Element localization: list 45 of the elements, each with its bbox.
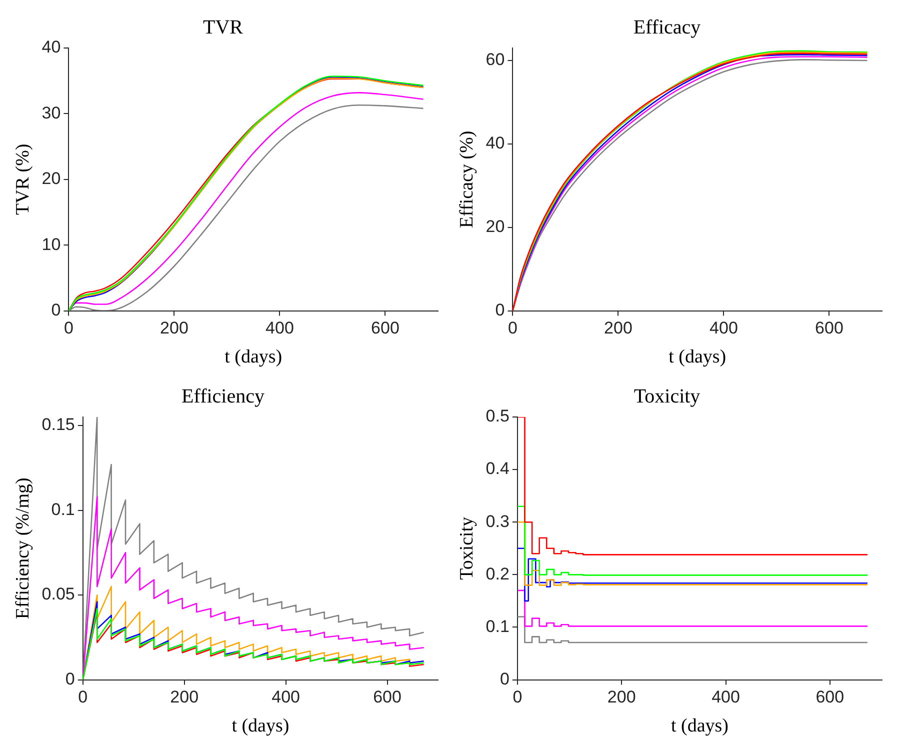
- x-tick-label: 200: [160, 318, 188, 338]
- y-tick-label: 0.2: [486, 564, 510, 584]
- y-tick-label: 0.5: [486, 406, 510, 426]
- x-tick-label: 600: [373, 688, 402, 707]
- y-axis-title: Efficiency (%/mg): [12, 478, 34, 620]
- y-tick-label: 40: [42, 38, 61, 57]
- chart-title: Toxicity: [634, 385, 700, 408]
- y-tick-label: 30: [42, 103, 61, 122]
- chart-title: Efficiency: [182, 385, 264, 408]
- x-tick-label: 400: [712, 688, 740, 707]
- x-tick-label: 200: [170, 688, 199, 707]
- x-tick-label: 400: [710, 318, 738, 338]
- y-tick-label: 0.1: [486, 616, 510, 636]
- y-tick-label: 60: [486, 50, 505, 70]
- chart-title: TVR: [203, 16, 244, 38]
- x-axis-title: t (days): [224, 346, 282, 368]
- y-tick-label: 40: [486, 134, 505, 153]
- x-tick-label: 600: [815, 318, 844, 338]
- y-tick-label: 0: [65, 669, 75, 688]
- y-tick-label: 0: [495, 300, 505, 320]
- y-tick-label: 0: [51, 300, 61, 320]
- x-tick-label: 0: [512, 688, 522, 707]
- y-tick-label: 0: [500, 669, 510, 688]
- x-tick-label: 400: [266, 318, 294, 338]
- y-tick-label: 0.4: [486, 459, 510, 478]
- y-tick-label: 10: [42, 234, 61, 254]
- x-tick-label: 200: [604, 318, 632, 338]
- y-tick-label: 0.15: [42, 415, 75, 434]
- x-tick-label: 600: [816, 688, 844, 707]
- y-tick-label: 20: [42, 169, 61, 188]
- x-tick-label: 200: [607, 688, 636, 707]
- y-tick-label: 0.3: [486, 512, 510, 531]
- x-axis-title: t (days): [232, 716, 290, 737]
- y-axis-title: TVR (%): [12, 144, 34, 216]
- x-axis-title: t (days): [670, 716, 728, 737]
- y-tick-label: 20: [486, 217, 505, 236]
- y-tick-label: 0.1: [51, 500, 75, 519]
- y-axis-title: Toxicity: [456, 516, 478, 580]
- x-axis-title: t (days): [668, 346, 726, 368]
- chart-title: Efficacy: [633, 16, 701, 38]
- x-tick-label: 400: [272, 688, 300, 707]
- y-tick-label: 0.05: [42, 584, 75, 604]
- x-tick-label: 0: [78, 688, 88, 707]
- y-axis-title: Efficacy (%): [456, 130, 478, 228]
- x-tick-label: 600: [371, 318, 400, 338]
